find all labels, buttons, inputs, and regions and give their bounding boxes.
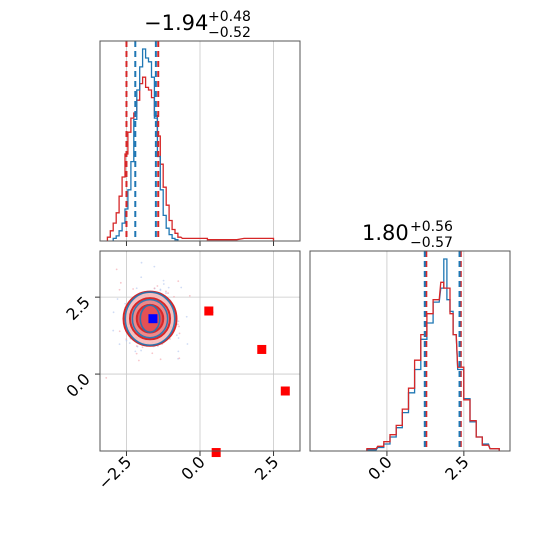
joint-sample-point bbox=[178, 325, 180, 328]
joint-sample-point bbox=[134, 350, 137, 353]
joint-ticklabel-x-0: −2.5 bbox=[94, 452, 135, 493]
joint-sample-point bbox=[173, 295, 175, 298]
joint-sample-point bbox=[112, 329, 115, 332]
joint-sample-point bbox=[175, 334, 178, 337]
joint-sample-point bbox=[116, 298, 119, 300]
hist2-ticklabel-x-1: 2.5 bbox=[441, 452, 472, 483]
param1-title-upper-error: +0.48 bbox=[208, 9, 251, 25]
joint-sample-point bbox=[178, 332, 181, 335]
joint-sample-point bbox=[177, 320, 180, 323]
joint-sample-point bbox=[188, 295, 191, 297]
joint-sample-point bbox=[176, 323, 179, 326]
joint-sample-point bbox=[115, 268, 118, 271]
joint-sample-point bbox=[118, 343, 121, 346]
joint-sample-point bbox=[105, 376, 108, 379]
joint-sample-point bbox=[153, 265, 156, 268]
joint-red-marker-3 bbox=[211, 448, 221, 458]
joint-sample-point bbox=[140, 349, 143, 352]
joint-sample-point bbox=[124, 302, 127, 305]
joint-red-marker-1 bbox=[257, 344, 267, 354]
joint-sample-point bbox=[185, 315, 188, 318]
hist1-red-series bbox=[106, 76, 275, 241]
param1-histogram-panel bbox=[99, 40, 301, 246]
joint-sample-point bbox=[156, 285, 159, 287]
joint-blue-marker bbox=[148, 314, 158, 324]
joint-blue-contour-1 bbox=[131, 298, 169, 339]
joint-sample-point bbox=[119, 281, 122, 284]
joint-sample-point bbox=[125, 339, 128, 342]
joint-ticklabel-y-1: 2.5 bbox=[62, 293, 93, 324]
joint-ticklabel-x-2: 2.5 bbox=[251, 452, 282, 483]
joint-sample-point bbox=[159, 288, 162, 291]
joint-sample-point bbox=[141, 346, 144, 349]
param1-title-median: −1.94 bbox=[144, 11, 208, 35]
joint-sample-point bbox=[162, 283, 165, 285]
joint-sample-point bbox=[118, 288, 121, 291]
joint-ticklabel-x-1: 0.0 bbox=[177, 452, 208, 483]
joint-sample-point bbox=[151, 352, 154, 355]
joint-sample-point bbox=[136, 345, 139, 348]
joint-blue-contour-2 bbox=[124, 291, 176, 346]
joint-sample-point bbox=[186, 343, 189, 345]
joint-blue-contour-0 bbox=[139, 304, 161, 334]
joint-sample-point bbox=[135, 287, 138, 290]
param1-title-lower-error: −0.52 bbox=[208, 25, 251, 41]
panel-titles: −1.94 +0.48 −0.52 1.80 +0.56 −0.57 bbox=[144, 9, 453, 251]
joint-sample-point bbox=[167, 292, 169, 294]
joint-sample-point bbox=[112, 311, 115, 314]
param2-title-upper-error: +0.56 bbox=[410, 219, 453, 235]
hist2-axes-frame bbox=[309, 250, 511, 452]
joint-sample-point bbox=[132, 288, 135, 290]
joint-sample-point bbox=[180, 286, 183, 289]
param2-title-median: 1.80 bbox=[362, 221, 409, 245]
joint-sample-point bbox=[178, 357, 181, 360]
joint-red-marker-2 bbox=[280, 386, 290, 396]
joint-sample-point bbox=[177, 280, 180, 283]
hist1-axes-frame bbox=[99, 40, 301, 242]
joint-sample-point bbox=[162, 279, 165, 282]
joint-red-marker-0 bbox=[204, 306, 214, 316]
hist2-red-series bbox=[366, 281, 500, 451]
joint-ticklabel-y-0: 0.0 bbox=[62, 369, 93, 400]
joint-sample-point bbox=[125, 338, 128, 341]
joint-sample-point bbox=[118, 330, 121, 333]
joint-sample-point bbox=[137, 359, 140, 362]
hist2-ticklabel-x-0: 0.0 bbox=[364, 452, 395, 483]
joint-sample-point bbox=[167, 286, 170, 289]
joint-sample-point bbox=[169, 338, 171, 340]
joint-sample-point bbox=[177, 350, 180, 353]
joint-sample-point bbox=[140, 276, 143, 279]
joint-sample-point bbox=[159, 358, 162, 361]
joint-sample-point bbox=[165, 292, 167, 294]
param2-histogram-panel: 0.0 2.5 bbox=[309, 250, 511, 484]
joint-sample-point bbox=[135, 352, 138, 355]
hist1-blue-series bbox=[112, 48, 179, 241]
joint-sample-point bbox=[177, 337, 180, 339]
joint-sample-point bbox=[128, 342, 131, 344]
joint-sample-point bbox=[165, 290, 167, 293]
joint-axes-frame bbox=[99, 250, 301, 452]
joint-distribution-panel: −2.5 0.0 2.5 0.0 2.5 bbox=[62, 250, 301, 493]
joint-sample-point bbox=[140, 261, 143, 264]
param2-title-lower-error: −0.57 bbox=[410, 235, 453, 251]
joint-sample-point bbox=[153, 287, 156, 290]
